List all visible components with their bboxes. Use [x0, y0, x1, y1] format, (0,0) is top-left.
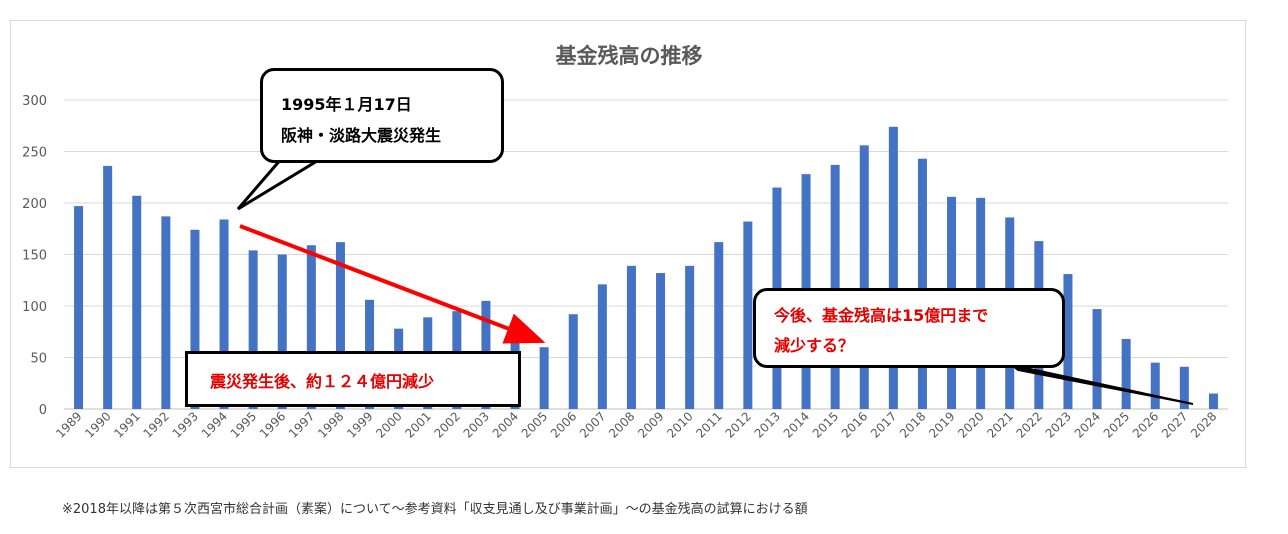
- x-tick-label: 2021: [984, 409, 1015, 440]
- y-tick-label: 200: [22, 197, 47, 212]
- x-tick-label: 1995: [228, 409, 259, 440]
- x-tick-label: 1996: [257, 409, 288, 440]
- y-tick-label: 300: [22, 94, 47, 109]
- x-tick-label: 2013: [752, 409, 783, 440]
- x-tick-label: 1997: [286, 409, 317, 440]
- bar: [132, 195, 142, 409]
- x-tick-label: 2005: [519, 409, 550, 440]
- callout-tail: [236, 156, 328, 211]
- decline-arrow: [239, 224, 546, 344]
- x-tick-label: 1992: [140, 409, 171, 440]
- x-tick-label: 2018: [897, 409, 928, 440]
- chart-title: 基金残高の推移: [556, 44, 703, 68]
- x-tick-label: 2027: [1159, 409, 1190, 440]
- y-tick-label: 0: [39, 403, 47, 418]
- x-tick-label: 2004: [490, 409, 521, 440]
- bar: [743, 221, 753, 409]
- x-tick-label: 2006: [548, 409, 579, 440]
- x-axis-ticks: 1989199019911992199319941995199619971998…: [53, 409, 1219, 440]
- bar: [917, 158, 927, 409]
- bar: [190, 229, 200, 409]
- x-tick-label: 2010: [664, 409, 695, 440]
- forecast-callout: 今後、基金残高は15億円まで 減少する？: [753, 288, 1065, 368]
- bar: [1092, 309, 1102, 409]
- bar: [714, 242, 724, 409]
- forecast-text-line1: 今後、基金残高は15億円まで: [774, 306, 989, 325]
- x-tick-label: 2012: [722, 409, 753, 440]
- x-tick-label: 2011: [693, 409, 724, 440]
- y-axis-ticks: 0 50 100 150 200 250 300: [22, 94, 47, 418]
- bar: [568, 314, 578, 409]
- x-tick-label: 2009: [635, 409, 666, 440]
- x-tick-label: 1999: [344, 409, 375, 440]
- bar: [306, 245, 316, 409]
- x-tick-label: 2020: [955, 409, 986, 440]
- bar: [219, 219, 229, 409]
- x-tick-label: 2008: [606, 409, 637, 440]
- x-tick-label: 1989: [53, 409, 84, 440]
- bar: [103, 165, 113, 409]
- bar: [597, 284, 607, 409]
- y-tick-label: 50: [30, 352, 47, 367]
- footnote: ※2018年以降は第５次西宮市総合計画（素案）について～参考資料「収支見通し及び…: [62, 502, 808, 517]
- x-tick-label: 2024: [1072, 409, 1103, 440]
- x-tick-label: 2023: [1043, 409, 1074, 440]
- forecast-text-line2: 減少する？: [774, 336, 855, 355]
- x-tick-label: 1993: [170, 409, 201, 440]
- x-tick-label: 2015: [810, 409, 841, 440]
- bar: [1150, 362, 1160, 409]
- x-tick-label: 2022: [1013, 409, 1044, 440]
- x-tick-label: 2002: [431, 409, 462, 440]
- decrease-note-text: 震災発生後、約１２４億円減少: [210, 372, 435, 391]
- x-tick-label: 2014: [781, 409, 812, 440]
- x-tick-label: 2026: [1130, 409, 1161, 440]
- bar: [1179, 366, 1189, 409]
- x-tick-label: 2003: [461, 409, 492, 440]
- bar: [539, 347, 549, 409]
- x-tick-label: 2016: [839, 409, 870, 440]
- bar: [74, 206, 84, 409]
- bar: [1121, 338, 1131, 409]
- y-tick-label: 150: [22, 249, 47, 264]
- x-tick-label: 2017: [868, 409, 899, 440]
- x-tick-label: 1990: [82, 409, 113, 440]
- x-tick-label: 2001: [402, 409, 433, 440]
- x-tick-label: 1998: [315, 409, 346, 440]
- bar: [626, 265, 636, 409]
- bar: [277, 254, 287, 409]
- x-tick-label: 1994: [199, 409, 230, 440]
- bar: [161, 216, 171, 409]
- x-tick-label: 2007: [577, 409, 608, 440]
- earthquake-callout: 1995年１月17日 阪神・淡路大震災発生: [260, 68, 504, 163]
- bar: [685, 265, 695, 409]
- x-tick-label: 2000: [373, 409, 404, 440]
- bar: [248, 250, 258, 409]
- bar: [1063, 274, 1073, 409]
- bar: [1208, 393, 1218, 409]
- bar: [335, 242, 345, 409]
- x-tick-label: 1991: [111, 409, 142, 440]
- x-tick-label: 2019: [926, 409, 957, 440]
- earthquake-date-text: 1995年１月17日: [281, 95, 412, 114]
- bar: [888, 126, 898, 409]
- x-tick-label: 2028: [1188, 409, 1219, 440]
- bar: [830, 164, 840, 409]
- decrease-note-box: 震災発生後、約１２４億円減少: [185, 351, 521, 407]
- y-tick-label: 250: [22, 146, 47, 161]
- bar: [656, 273, 666, 409]
- x-tick-label: 2025: [1101, 409, 1132, 440]
- annotation-shapes: [236, 156, 1194, 405]
- y-tick-label: 100: [22, 300, 47, 315]
- bar: [859, 145, 869, 409]
- earthquake-name-text: 阪神・淡路大震災発生: [281, 126, 442, 145]
